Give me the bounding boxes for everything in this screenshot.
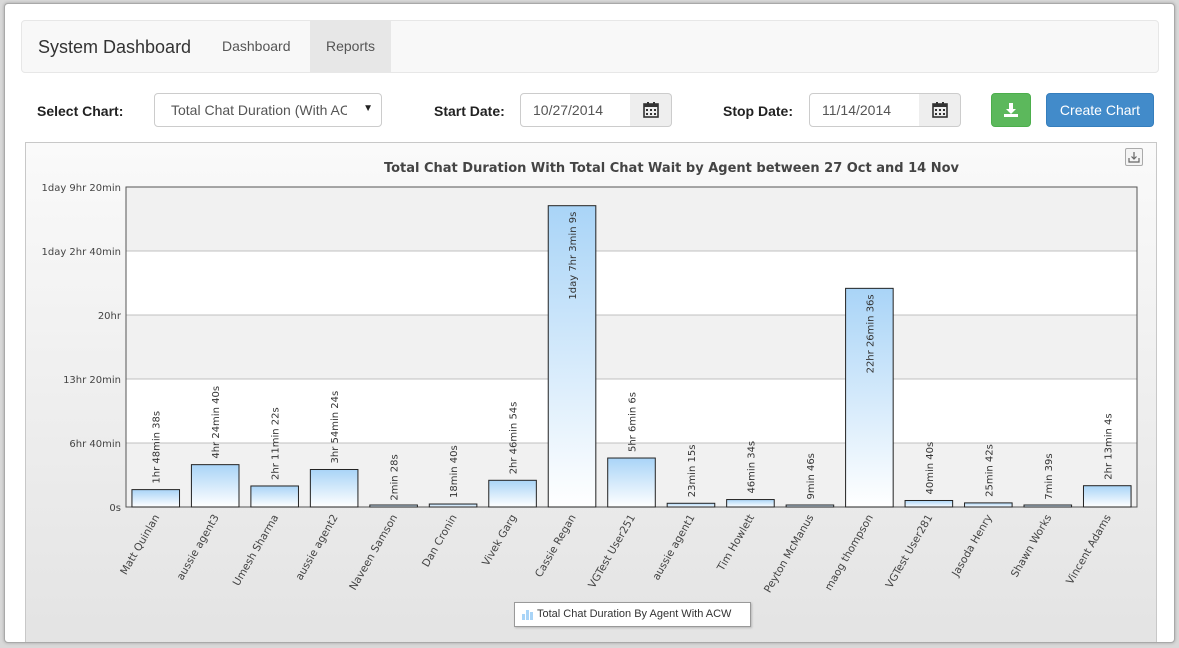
y-tick-label: 20hr	[98, 311, 122, 322]
bar	[845, 287, 894, 508]
category-label: Vivek Garg	[480, 513, 519, 569]
category-label: Tim Howlett	[715, 513, 757, 575]
category-label: aussie agent1	[650, 513, 697, 583]
bar	[428, 503, 478, 508]
bar	[369, 504, 418, 508]
select-chart-label: Select Chart:	[37, 103, 124, 119]
category-label: Shawn Works	[1009, 513, 1055, 580]
calendar-icon	[931, 102, 948, 118]
category-label: Cassie Regan	[533, 513, 579, 580]
bar	[1023, 504, 1073, 508]
category-label: VGTest User251	[586, 513, 638, 591]
data-label: 23min 15s	[687, 445, 698, 498]
category-label: VGTest User281	[884, 513, 936, 591]
chart-export-button[interactable]	[1125, 148, 1143, 166]
data-label: 1day 7hr 3min 9s	[568, 212, 579, 300]
data-label: 40min 40s	[925, 442, 936, 495]
bar	[309, 468, 359, 508]
stop-date-label: Stop Date:	[723, 103, 793, 119]
nav-reports[interactable]: Reports	[310, 21, 391, 72]
plot-band	[126, 315, 1137, 379]
bar	[190, 464, 240, 508]
category-label: Jasoda Henry	[949, 512, 995, 579]
data-label: 2hr 46min 54s	[509, 402, 520, 475]
category-label: Naveen Samson	[347, 513, 400, 593]
y-tick-label: 13hr 20min	[63, 375, 121, 386]
category-label: aussie agent3	[175, 513, 222, 583]
y-tick-label: 6hr 40min	[69, 439, 121, 450]
bar-chart-icon	[522, 610, 533, 620]
plot-band	[126, 187, 1137, 251]
bar	[488, 479, 537, 508]
stop-date-input[interactable]: 11/14/2014	[809, 93, 921, 127]
data-label: 7min 39s	[1044, 453, 1055, 499]
chart-legend[interactable]: Total Chat Duration By Agent With ACW	[514, 602, 751, 627]
plot-band	[126, 251, 1137, 315]
export-icon	[1128, 152, 1140, 163]
bar	[131, 489, 181, 508]
bar	[726, 499, 775, 508]
bar	[250, 485, 299, 508]
data-label: 2min 28s	[390, 454, 401, 500]
chart-panel: 0s 6hr 40min 13hr 20min 20hr 1day 2hr 40min 1…	[25, 142, 1157, 642]
download-icon	[1004, 103, 1018, 117]
category-label: Matt Quinlan	[118, 513, 162, 578]
data-label: 4hr 24min 40s	[211, 386, 222, 459]
category-label: aussie agent2	[293, 513, 340, 583]
chevron-down-icon: ▼	[363, 103, 373, 114]
app-window: System Dashboard Dashboard Reports Selec…	[4, 3, 1175, 643]
data-label: 25min 42s	[984, 444, 995, 497]
data-label: 18min 40s	[449, 445, 460, 498]
brand-title[interactable]: System Dashboard	[38, 37, 192, 57]
y-tick-label: 1day 9hr 20min	[41, 183, 121, 194]
y-tick-label: 1day 2hr 40min	[41, 247, 121, 258]
plot-band	[126, 379, 1137, 443]
top-navbar: System Dashboard Dashboard Reports	[21, 20, 1159, 73]
start-date-input[interactable]: 10/27/2014	[520, 93, 632, 127]
category-label: Dan Cronin	[420, 513, 460, 570]
data-label: 1hr 48min 38s	[152, 411, 163, 484]
bar	[785, 504, 835, 508]
chart-select-value: Total Chat Duration (With ACW)	[171, 102, 347, 118]
category-label: Peyton McManus	[762, 513, 817, 595]
start-date-calendar-button[interactable]	[630, 93, 672, 127]
bar	[547, 205, 597, 508]
bar	[904, 499, 954, 508]
chart-select[interactable]: Total Chat Duration (With ACW) ▼	[154, 93, 382, 127]
data-label: 46min 34s	[746, 441, 757, 494]
data-label: 22hr 26min 36s	[865, 294, 876, 373]
create-chart-button[interactable]: Create Chart	[1046, 93, 1154, 127]
data-label: 2hr 13min 4s	[1103, 413, 1114, 479]
data-label: 9min 46s	[806, 453, 817, 499]
bar	[607, 457, 656, 508]
legend-label: Total Chat Duration By Agent With ACW	[537, 608, 732, 620]
nav-dashboard[interactable]: Dashboard	[222, 38, 291, 54]
bar-chart: 0s 6hr 40min 13hr 20min 20hr 1day 2hr 40min 1…	[41, 161, 1138, 595]
calendar-icon	[642, 102, 659, 118]
bar	[1082, 485, 1132, 508]
data-label: 3hr 54min 24s	[330, 391, 341, 464]
data-label: 2hr 11min 22s	[271, 407, 282, 480]
y-tick-label: 0s	[109, 503, 121, 514]
category-label: Vincent Adams	[1064, 513, 1114, 587]
start-date-label: Start Date:	[434, 103, 505, 119]
category-label: Umesh Sharma	[231, 513, 282, 589]
category-label: maog thompson	[823, 513, 876, 593]
bar	[964, 502, 1013, 508]
data-label: 5hr 6min 6s	[628, 392, 639, 452]
download-button[interactable]	[991, 93, 1031, 127]
stop-date-calendar-button[interactable]	[919, 93, 961, 127]
bar	[666, 502, 716, 508]
chart-title: Total Chat Duration With Total Chat Wait…	[384, 161, 960, 176]
